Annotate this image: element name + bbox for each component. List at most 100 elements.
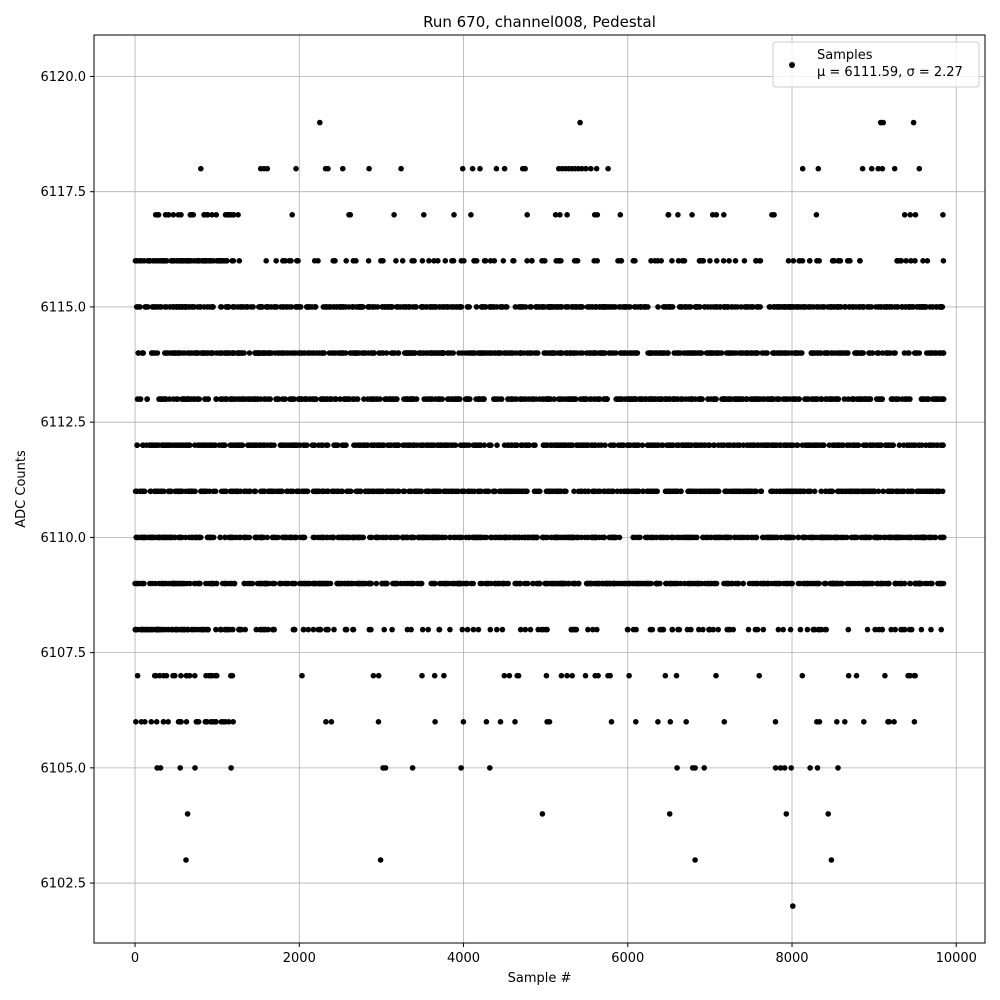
sample-point — [863, 442, 869, 449]
sample-point — [684, 626, 691, 633]
sample-point — [785, 258, 792, 264]
sample-point — [879, 396, 885, 402]
sample-point — [462, 350, 469, 356]
sample-point — [370, 304, 376, 310]
sample-point — [393, 304, 400, 310]
sample-point — [858, 396, 864, 402]
sample-point — [679, 258, 686, 264]
sample-point — [834, 719, 840, 725]
sample-point — [252, 442, 259, 449]
sample-point — [339, 442, 346, 449]
sample-point — [230, 212, 237, 218]
sample-point — [161, 580, 168, 587]
sample-point — [409, 765, 416, 771]
sample-point — [324, 580, 330, 587]
sample-point — [766, 304, 773, 310]
sample-point — [916, 165, 923, 172]
sample-point — [223, 396, 230, 402]
sample-point — [790, 534, 797, 541]
sample-point — [768, 488, 774, 495]
sample-point — [393, 258, 399, 264]
sample-point — [547, 396, 554, 402]
x-tick-label: 6000 — [611, 951, 644, 966]
sample-point — [527, 350, 534, 356]
sample-point — [810, 626, 817, 633]
sample-point — [531, 488, 538, 495]
sample-point — [886, 304, 892, 310]
sample-point — [227, 626, 233, 633]
sample-point — [586, 304, 592, 310]
sample-point — [473, 258, 480, 264]
sample-point — [315, 258, 321, 264]
y-tick-label: 6117.5 — [41, 185, 87, 200]
sample-point — [675, 258, 682, 264]
sample-point — [260, 488, 266, 495]
sample-point — [137, 396, 143, 402]
sample-point — [524, 258, 530, 264]
sample-point — [503, 580, 510, 587]
sample-point — [842, 719, 848, 725]
sample-point — [178, 258, 184, 264]
sample-point — [562, 442, 569, 449]
sample-point — [415, 488, 421, 495]
sample-point — [406, 304, 412, 310]
sample-point — [190, 350, 196, 356]
sample-point — [379, 350, 386, 356]
sample-point — [875, 580, 882, 587]
sample-point — [772, 580, 778, 587]
sample-point — [275, 396, 282, 402]
sample-point — [135, 350, 142, 356]
sample-point — [291, 442, 298, 449]
sample-point — [924, 396, 930, 402]
sample-point — [920, 258, 926, 264]
sample-point — [230, 488, 237, 495]
sample-point — [178, 488, 185, 495]
sample-point — [152, 258, 159, 264]
sample-point — [487, 442, 494, 449]
sample-point — [903, 258, 909, 264]
sample-point — [776, 396, 782, 402]
sample-point — [518, 396, 525, 402]
sample-point — [715, 442, 722, 449]
sample-point — [605, 165, 611, 172]
sample-point — [333, 396, 339, 402]
x-tick-label: 2000 — [283, 951, 316, 966]
sample-point — [617, 212, 624, 218]
sample-point — [237, 396, 243, 402]
sample-point — [251, 396, 258, 402]
sample-point — [708, 396, 715, 402]
sample-point — [887, 350, 893, 356]
sample-point — [246, 488, 253, 495]
sample-point — [855, 580, 862, 587]
sample-point — [350, 626, 357, 633]
sample-point — [611, 304, 617, 310]
sample-point — [315, 626, 322, 633]
sample-point — [753, 396, 759, 402]
sample-point — [262, 626, 269, 633]
sample-point — [221, 442, 228, 449]
sample-point — [242, 626, 248, 633]
sample-point — [625, 580, 631, 587]
sample-point — [368, 350, 375, 356]
sample-point — [175, 212, 182, 218]
sample-point — [340, 165, 346, 172]
sample-point — [365, 304, 371, 310]
sample-point — [606, 304, 613, 310]
sample-point — [940, 212, 946, 218]
sample-point — [246, 396, 252, 402]
sample-point — [315, 442, 322, 449]
sample-point — [466, 488, 473, 495]
sample-point — [171, 442, 178, 449]
sample-point — [756, 672, 762, 679]
sample-point — [734, 442, 740, 449]
sample-point — [282, 258, 289, 264]
sample-point — [885, 719, 891, 725]
sample-point — [761, 350, 767, 356]
sample-point — [558, 304, 565, 310]
sample-point — [192, 765, 198, 771]
sample-point — [389, 626, 395, 633]
sample-point — [744, 534, 750, 541]
sample-point — [517, 626, 524, 633]
sample-point — [893, 396, 899, 402]
sample-point — [781, 765, 788, 771]
